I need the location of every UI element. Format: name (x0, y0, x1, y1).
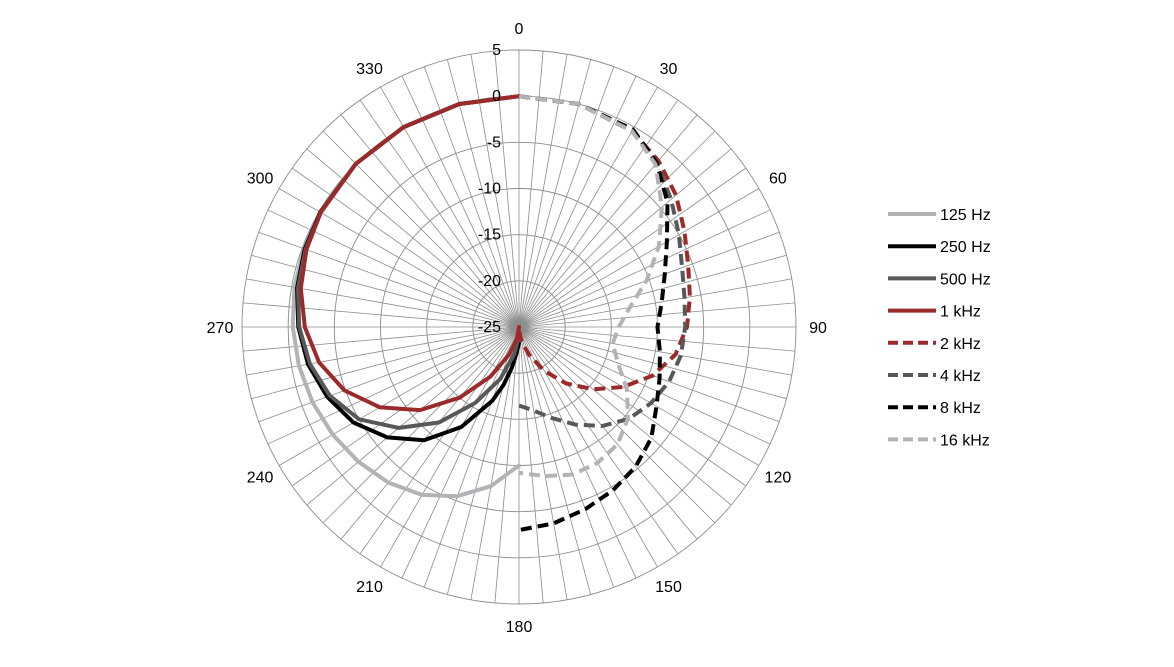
radial-tick-label: -25 (478, 319, 501, 336)
radial-tick-label: -15 (478, 227, 501, 244)
angle-tick-label: 330 (356, 61, 383, 78)
radial-tick-label: 5 (492, 42, 501, 59)
radial-gridline (472, 280, 566, 374)
legend-label: 1 kHz (940, 304, 981, 321)
polar-grid (241, 49, 797, 605)
series-line (298, 94, 521, 413)
angle-tick-label: 120 (765, 470, 792, 487)
angle-tick-label: 60 (769, 171, 787, 188)
series-line (518, 94, 664, 479)
angle-tick-label: 270 (207, 320, 234, 337)
angle-tick-label: 150 (655, 579, 682, 596)
angle-tick-label: 0 (515, 21, 524, 38)
radial-tick-label: -5 (487, 134, 501, 151)
radial-tick-label: -10 (478, 181, 501, 198)
angle-tick-label: 180 (506, 619, 533, 636)
radial-gridline (333, 141, 705, 513)
angle-tick-label: 90 (809, 320, 827, 337)
legend-label: 4 kHz (940, 368, 981, 385)
legend-label: 16 kHz (940, 432, 990, 449)
radial-tick-labels: 5 0 -5 -10 -15 -20 -25 (478, 42, 501, 336)
legend-label: 8 kHz (940, 400, 981, 417)
angle-tick-label: 240 (247, 470, 274, 487)
angle-tick-label: 300 (247, 171, 274, 188)
radial-tick-label: 0 (492, 88, 501, 105)
series-layer (290, 94, 692, 533)
legend-label: 125 Hz (940, 207, 991, 224)
angle-tick-labels: 0 30 60 90 120 150 180 210 240 270 300 330 (207, 21, 827, 636)
legend-label: 250 Hz (940, 239, 991, 256)
angle-tick-label: 210 (356, 579, 383, 596)
radial-gridline (426, 234, 612, 420)
angle-tick-label: 30 (660, 61, 678, 78)
legend-label: 500 Hz (940, 271, 991, 288)
series-line (518, 94, 670, 533)
legend-label: 2 kHz (940, 336, 981, 353)
legend: 125 Hz 250 Hz 500 Hz 1 kHz 2 kHz 4 kHz 8 kHz 16… (888, 207, 991, 449)
radial-gridline (241, 49, 797, 605)
series-line (295, 94, 521, 443)
radial-tick-label: -20 (478, 273, 501, 290)
